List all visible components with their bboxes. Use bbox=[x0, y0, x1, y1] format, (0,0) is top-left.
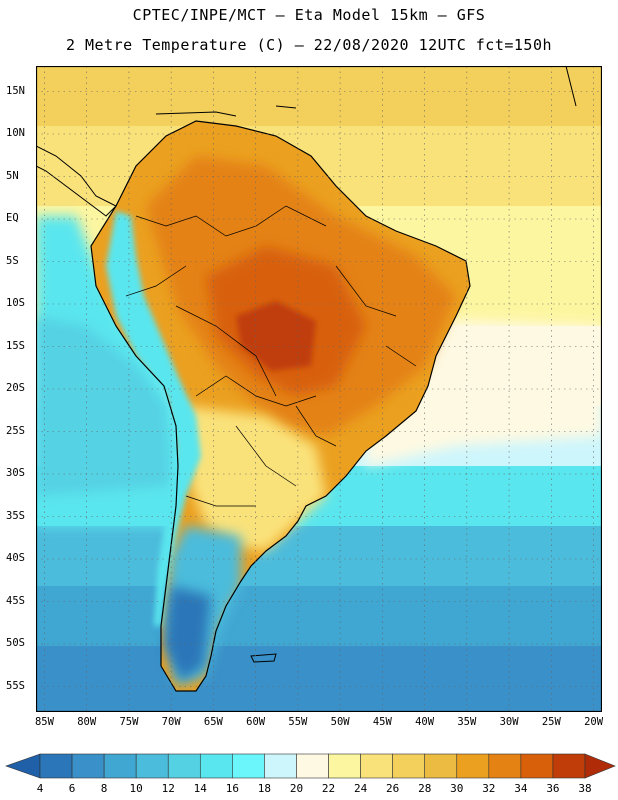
colorbar-swatch-16 bbox=[520, 753, 554, 779]
colorbar-low-arrow bbox=[5, 753, 41, 779]
falkland-islands bbox=[250, 653, 277, 663]
temperature-colorbar bbox=[5, 753, 616, 779]
colorbar-label-6: 6 bbox=[68, 782, 76, 795]
lon-label-55w: 55W bbox=[288, 716, 308, 728]
colorbar-label-20: 20 bbox=[289, 782, 304, 795]
colorbar-swatch-6 bbox=[199, 753, 233, 779]
ocean-band-polar bbox=[36, 646, 602, 712]
southern-mild-land bbox=[186, 406, 326, 551]
colorbar-swatch-13 bbox=[424, 753, 458, 779]
lat-label-45s: 45S bbox=[6, 594, 25, 607]
colorbar-label-32: 32 bbox=[482, 782, 496, 795]
map-title-line1: CPTEC/INPE/MCT – Eta Model 15km – GFS bbox=[132, 6, 486, 24]
lon-label-30w: 30W bbox=[499, 716, 519, 728]
colorbar-swatch-10 bbox=[328, 753, 361, 779]
colorbar-label-34: 34 bbox=[514, 782, 528, 795]
hottest-spot bbox=[236, 301, 316, 371]
coastline bbox=[90, 120, 471, 692]
lat-label-10s: 10S bbox=[6, 297, 25, 309]
colorbar-label-10: 10 bbox=[129, 782, 143, 795]
lon-label-70w: 70W bbox=[161, 716, 181, 728]
colorbar-label-22: 22 bbox=[321, 782, 336, 795]
colorbar-swatch-3 bbox=[103, 753, 137, 779]
colorbar-swatch-2 bbox=[71, 753, 105, 779]
ocean-band-deep bbox=[36, 586, 602, 646]
colorbar-swatch-9 bbox=[296, 753, 329, 779]
colorbar-label-18: 18 bbox=[257, 782, 272, 795]
map-frame bbox=[36, 66, 602, 712]
pacific-coastal-blue bbox=[36, 316, 171, 496]
colorbar-label-4: 4 bbox=[36, 782, 44, 795]
lon-label-20w: 20W bbox=[584, 716, 604, 728]
colorbar-swatch-1 bbox=[39, 753, 73, 779]
colorbar-swatch-11 bbox=[360, 753, 393, 779]
colorbar-label-12: 12 bbox=[161, 782, 175, 795]
lon-label-65w: 65W bbox=[203, 716, 223, 728]
lat-label-15n: 15N bbox=[6, 84, 25, 97]
lat-label-30s: 30S bbox=[6, 467, 25, 479]
lat-label-eq: EQ bbox=[6, 212, 19, 224]
colorbar-swatch-7 bbox=[232, 753, 265, 779]
lat-label-50s: 50S bbox=[6, 637, 25, 649]
lon-label-25w: 25W bbox=[541, 716, 561, 728]
lon-label-50w: 50W bbox=[330, 716, 350, 728]
colorbar-high-arrow bbox=[584, 753, 616, 779]
ocean-band-blue bbox=[36, 526, 602, 586]
colorbar-label-26: 26 bbox=[386, 782, 400, 795]
colorbar-label-38: 38 bbox=[578, 782, 592, 795]
lat-label-25s: 25S bbox=[6, 424, 25, 437]
lat-label-10n: 10N bbox=[6, 127, 25, 139]
patagonia-cold-land bbox=[164, 586, 211, 681]
lat-label-5s: 5S bbox=[6, 254, 19, 267]
lat-label-20s: 20S bbox=[6, 382, 25, 394]
andes-cold-strip bbox=[106, 211, 201, 626]
lon-label-40w: 40W bbox=[415, 716, 435, 728]
colorbar-label-28: 28 bbox=[418, 782, 432, 795]
lon-label-60w: 60W bbox=[246, 716, 266, 728]
lat-label-35s: 35S bbox=[6, 509, 25, 522]
colorbar-swatch-8 bbox=[264, 753, 297, 779]
colorbar-label-16: 16 bbox=[225, 782, 239, 795]
lon-label-45w: 45W bbox=[372, 716, 392, 728]
colorbar-label-14: 14 bbox=[193, 782, 207, 795]
ocean-band-north bbox=[36, 66, 602, 126]
colorbar-label-36: 36 bbox=[546, 782, 560, 795]
lat-label-15s: 15S bbox=[6, 339, 25, 352]
lon-label-75w: 75W bbox=[119, 716, 139, 728]
country-borders bbox=[125, 205, 417, 507]
colorbar-swatch-15 bbox=[488, 753, 522, 779]
graticule bbox=[36, 66, 602, 712]
lon-label-80w: 80W bbox=[77, 716, 97, 728]
colorbar-label-24: 24 bbox=[353, 782, 368, 795]
colorbar-swatch-17 bbox=[552, 753, 586, 779]
colorbar-swatch-12 bbox=[392, 753, 426, 779]
colorbar-label-8: 8 bbox=[100, 782, 108, 795]
colorbar-swatch-5 bbox=[167, 753, 201, 779]
lon-label-85w: 85W bbox=[34, 716, 54, 728]
lat-label-40s: 40S bbox=[6, 552, 25, 564]
lat-label-55s: 55S bbox=[6, 679, 25, 692]
colorbar-swatch-4 bbox=[135, 753, 169, 779]
caribbean-islands bbox=[155, 66, 577, 117]
map-title-line2: 2 Metre Temperature (C) – 22/08/2020 12U… bbox=[65, 36, 553, 54]
lat-label-5n: 5N bbox=[6, 169, 19, 182]
temperature-map[interactable] bbox=[36, 66, 602, 712]
colorbar-swatch-14 bbox=[456, 753, 490, 779]
colorbar-label-30: 30 bbox=[450, 782, 464, 795]
central-america-coast bbox=[36, 145, 117, 217]
lon-label-35w: 35W bbox=[457, 716, 477, 728]
